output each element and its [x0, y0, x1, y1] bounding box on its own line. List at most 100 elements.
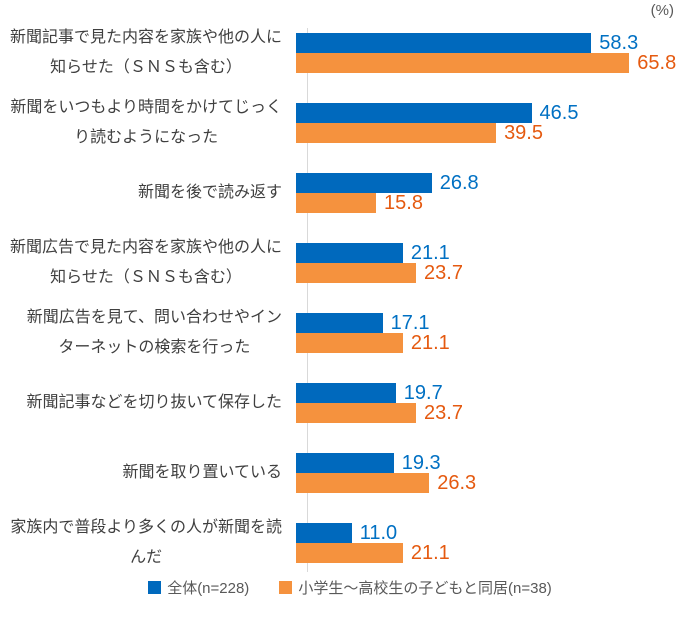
value-label-cohabit: 26.3: [437, 472, 477, 494]
category-label-line-2: り読むようになった: [74, 129, 219, 146]
category-label-cell: 新聞を後で読み返す: [0, 168, 295, 218]
category-label: 新聞広告で見た内容を家族や他の人に 知らせた（ＳＮＳも含む）: [10, 233, 282, 293]
category-label-cell: 新聞広告で見た内容を家族や他の人に 知らせた（ＳＮＳも含む）: [0, 238, 295, 288]
bar-cohabit: [296, 473, 430, 493]
chart-row: 新聞を取り置いている 19.3 26.3: [0, 448, 700, 518]
axis-line: [307, 28, 308, 572]
bar-cohabit: [296, 263, 417, 283]
bar-row-cohabit: 23.7: [296, 403, 700, 423]
value-label-total: 17.1: [390, 312, 430, 334]
bars-cell: 17.1 21.1: [296, 308, 700, 353]
bars-cell: 19.3 26.3: [296, 448, 700, 493]
category-label: 新聞を後で読み返す: [138, 178, 282, 208]
bars-cell: 26.8 15.8: [296, 168, 700, 213]
category-label: 新聞記事などを切り抜いて保存した: [26, 388, 282, 418]
category-label-line-1: 新聞を取り置いている: [122, 464, 282, 481]
legend-item-total: 全体(n=228): [148, 577, 249, 598]
category-label-line-1: 新聞広告を見て、問い合わせやイン: [26, 309, 282, 326]
bar-row-cohabit: 26.3: [296, 473, 700, 493]
bar-row-cohabit: 15.8: [296, 193, 700, 213]
category-label-cell: 家族内で普段より多くの人が新聞を読 んだ: [0, 518, 295, 568]
value-label-cohabit: 65.8: [637, 52, 677, 74]
value-label-total: 21.1: [410, 242, 450, 264]
category-label-line-2: 知らせた（ＳＮＳも含む）: [50, 269, 242, 286]
bar-row-cohabit: 65.8: [296, 53, 700, 73]
bar-row-cohabit: 39.5: [296, 123, 700, 143]
chart-row: 新聞広告を見て、問い合わせやイン ターネットの検索を行った 17.1 21.1: [0, 308, 700, 378]
category-label-line-1: 新聞を後で読み返す: [137, 184, 282, 201]
bar-row-cohabit: 23.7: [296, 263, 700, 283]
legend-swatch-cohabit-icon: [279, 581, 293, 594]
bar-cohabit: [296, 543, 403, 563]
value-label-total: 19.3: [401, 452, 441, 474]
chart-row: 新聞をいつもより時間をかけてじっく り読むようになった 46.5 39.5: [0, 98, 700, 168]
category-label-line-1: 新聞記事で見た内容を家族や他の人に: [9, 29, 282, 46]
bar-total: [296, 243, 403, 263]
chart-row: 新聞広告で見た内容を家族や他の人に 知らせた（ＳＮＳも含む） 21.1 23.7: [0, 238, 700, 308]
category-label-cell: 新聞記事などを切り抜いて保存した: [0, 378, 295, 428]
bar-total: [296, 383, 396, 403]
bar-row-total: 11.0: [296, 523, 700, 543]
legend-label-total: 全体(n=228): [167, 580, 250, 597]
legend-swatch-total-icon: [148, 581, 162, 594]
category-label: 新聞をいつもより時間をかけてじっく り読むようになった: [10, 93, 282, 153]
category-label-cell: 新聞を取り置いている: [0, 448, 295, 498]
bars-cell: 19.7 23.7: [296, 378, 700, 423]
bars-cell: 11.0 21.1: [296, 518, 700, 563]
chart-row: 新聞を後で読み返す 26.8 15.8: [0, 168, 700, 238]
legend-item-cohabit: 小学生～高校生の子どもと同居(n=38): [279, 577, 552, 598]
value-label-cohabit: 39.5: [504, 122, 543, 144]
category-label: 新聞を取り置いている: [122, 458, 282, 488]
bar-row-cohabit: 21.1: [296, 333, 700, 353]
category-label-line-1: 新聞広告で見た内容を家族や他の人に: [9, 239, 282, 256]
value-label-total: 46.5: [539, 102, 579, 124]
category-label-cell: 新聞記事で見た内容を家族や他の人に 知らせた（ＳＮＳも含む）: [0, 28, 295, 78]
bar-cohabit: [296, 193, 377, 213]
value-label-total: 26.8: [439, 172, 479, 194]
category-label-line-2: 知らせた（ＳＮＳも含む）: [50, 59, 242, 76]
bar-total: [296, 33, 592, 53]
bar-row-total: 58.3: [296, 33, 700, 53]
bar-row-total: 19.7: [296, 383, 700, 403]
value-label-cohabit: 21.1: [410, 542, 450, 564]
category-label: 新聞広告を見て、問い合わせやイン ターネットの検索を行った: [27, 303, 282, 363]
legend-label-cohabit: 小学生～高校生の子どもと同居(n=38): [298, 580, 552, 597]
bar-cohabit: [296, 403, 417, 423]
value-label-total: 19.7: [403, 382, 443, 404]
bars-cell: 46.5 39.5: [296, 98, 700, 143]
chart-row: 新聞記事などを切り抜いて保存した 19.7 23.7: [0, 378, 700, 448]
bar-cohabit: [296, 123, 497, 143]
category-label-cell: 新聞をいつもより時間をかけてじっく り読むようになった: [0, 98, 295, 148]
bar-row-total: 46.5: [296, 103, 700, 123]
category-label-cell: 新聞広告を見て、問い合わせやイン ターネットの検索を行った: [0, 308, 295, 358]
chart-row: 家族内で普段より多くの人が新聞を読 んだ 11.0 21.1: [0, 518, 700, 588]
chart-legend: 全体(n=228) 小学生～高校生の子どもと同居(n=38): [0, 577, 700, 598]
bar-row-cohabit: 21.1: [296, 543, 700, 563]
bar-row-total: 26.8: [296, 173, 700, 193]
category-label-line-2: んだ: [130, 549, 163, 566]
bar-row-total: 21.1: [296, 243, 700, 263]
category-label: 家族内で普段より多くの人が新聞を読 んだ: [10, 513, 282, 573]
bars-cell: 21.1 23.7: [296, 238, 700, 283]
bar-cohabit: [296, 333, 403, 353]
category-label-line-1: 新聞記事などを切り抜いて保存した: [26, 394, 282, 411]
category-label-line-1: 家族内で普段より多くの人が新聞を読: [10, 519, 282, 536]
category-label-line-2: ターネットの検索を行った: [58, 339, 251, 356]
value-label-total: 11.0: [359, 522, 398, 544]
category-label-line-1: 新聞をいつもより時間をかけてじっく: [10, 99, 282, 116]
value-label-cohabit: 15.8: [384, 192, 423, 214]
value-label-cohabit: 23.7: [424, 262, 463, 284]
bar-total: [296, 103, 532, 123]
bar-total: [296, 173, 432, 193]
category-label: 新聞記事で見た内容を家族や他の人に 知らせた（ＳＮＳも含む）: [10, 23, 282, 83]
bar-row-total: 19.3: [296, 453, 700, 473]
bars-cell: 58.3 65.8: [296, 28, 700, 73]
bar-total: [296, 313, 383, 333]
bar-total: [296, 523, 352, 543]
bar-total: [296, 453, 394, 473]
value-label-total: 58.3: [599, 32, 639, 54]
percent-unit-label: (%): [650, 2, 674, 19]
bar-cohabit: [296, 53, 630, 73]
chart-rows: 新聞記事で見た内容を家族や他の人に 知らせた（ＳＮＳも含む） 58.3 65.8…: [0, 28, 700, 588]
